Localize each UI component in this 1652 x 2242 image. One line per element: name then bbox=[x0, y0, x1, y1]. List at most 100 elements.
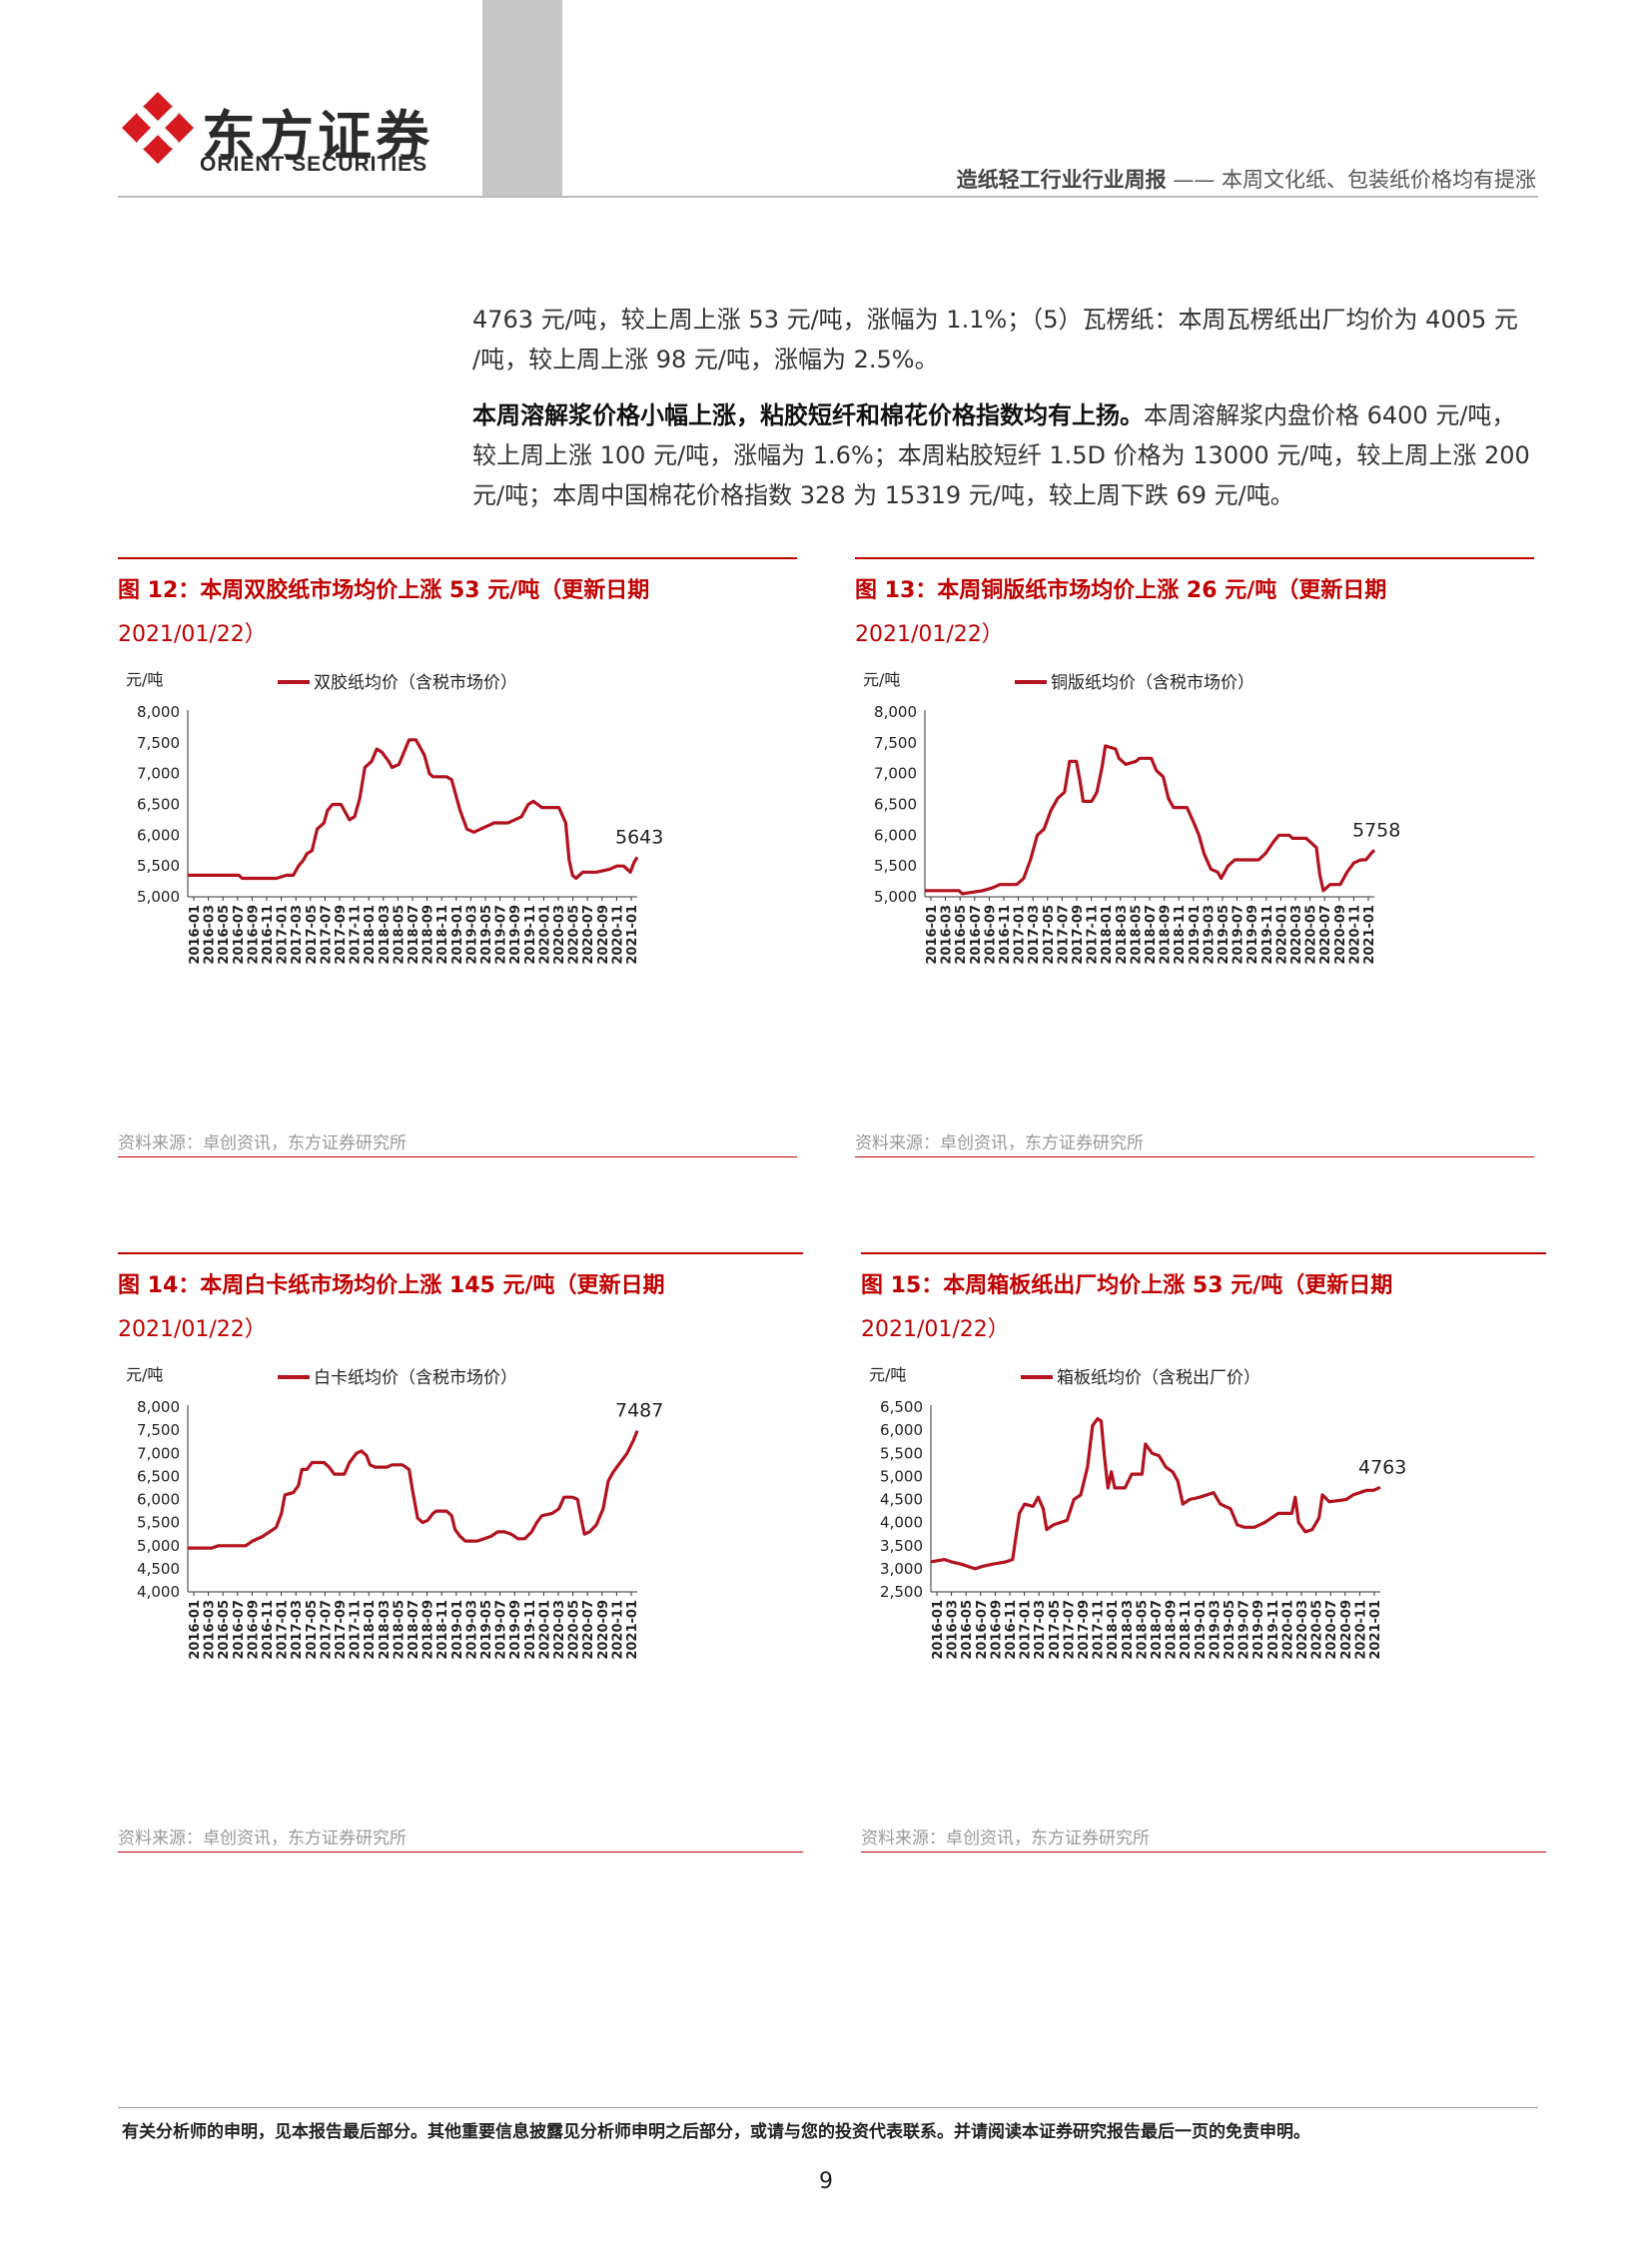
x-tick-label: 2019-07 bbox=[494, 1600, 509, 1660]
y-axis-unit: 元/吨 bbox=[869, 1365, 906, 1384]
x-tick-label: 2017-11 bbox=[349, 905, 364, 965]
x-tick-label: 2017-03 bbox=[290, 905, 305, 965]
x-tick-label: 2020-05 bbox=[567, 1600, 582, 1660]
y-tick-label: 5,500 bbox=[137, 857, 180, 875]
y-tick-label: 6,000 bbox=[137, 1491, 180, 1509]
x-tick-label: 2016-05 bbox=[217, 905, 232, 965]
x-tick-label: 2020-03 bbox=[552, 1600, 567, 1660]
figure-top-rule bbox=[118, 1252, 803, 1254]
y-tick-label: 8,000 bbox=[137, 703, 180, 721]
x-tick-label: 2019-11 bbox=[523, 1600, 538, 1660]
x-tick-label: 2016-03 bbox=[203, 1600, 218, 1660]
y-tick-label: 6,000 bbox=[874, 826, 917, 844]
x-tick-label: 2018-03 bbox=[378, 905, 393, 965]
figure-source: 资料来源：卓创资讯，东方证券研究所 bbox=[855, 1133, 1144, 1153]
figure-source: 资料来源：卓创资讯，东方证券研究所 bbox=[861, 1829, 1150, 1849]
x-tick-label: 2016-09 bbox=[983, 905, 998, 965]
report-title: 造纸轻工行业行业周报 bbox=[956, 168, 1167, 192]
x-tick-label: 2017-07 bbox=[319, 1600, 334, 1660]
x-tick-label: 2019-05 bbox=[1223, 1600, 1238, 1660]
x-tick-label: 2017-09 bbox=[334, 905, 349, 965]
caption-text: 图 12：本周双胶纸市场均价上涨 53 元/吨（更新日期 bbox=[118, 578, 650, 603]
x-tick-label: 2020-05 bbox=[1304, 905, 1319, 965]
logo-chinese: 东方证券 bbox=[202, 105, 433, 168]
x-tick-label: 2017-05 bbox=[305, 1600, 320, 1660]
x-tick-label: 2017-07 bbox=[1056, 905, 1071, 965]
x-tick-label: 2017-05 bbox=[1048, 1600, 1063, 1660]
y-tick-label: 7,500 bbox=[874, 734, 917, 752]
x-tick-label: 2020-01 bbox=[1280, 1600, 1295, 1660]
footer-divider bbox=[118, 2107, 1538, 2108]
x-tick-label: 2017-05 bbox=[305, 905, 320, 965]
x-tick-label: 2020-01 bbox=[1274, 905, 1289, 965]
x-tick-label: 2016-07 bbox=[232, 1600, 247, 1660]
figure-bottom-rule bbox=[118, 1852, 803, 1853]
figure-caption: 图 12：本周双胶纸市场均价上涨 53 元/吨（更新日期 2021/01/22） bbox=[118, 569, 649, 657]
caption-text: 图 15：本周箱板纸出厂均价上涨 53 元/吨（更新日期 bbox=[861, 1273, 1393, 1298]
y-tick-label: 7,000 bbox=[137, 1444, 180, 1462]
header-gray-block bbox=[482, 0, 562, 196]
x-tick-label: 2017-05 bbox=[1042, 905, 1057, 965]
x-tick-label: 2019-07 bbox=[1232, 905, 1246, 965]
x-tick-label: 2019-01 bbox=[1188, 905, 1203, 965]
x-tick-label: 2018-11 bbox=[435, 905, 450, 965]
x-tick-label: 2018-01 bbox=[363, 1600, 378, 1660]
price-series-line bbox=[930, 1416, 1381, 1571]
report-header-title: 造纸轻工行业行业周报 —— 本周文化纸、包装纸价格均有提涨 bbox=[957, 164, 1536, 194]
x-tick-label: 2016-11 bbox=[1004, 1600, 1019, 1660]
x-tick-label: 2020-09 bbox=[596, 1600, 611, 1660]
x-tick-label: 2016-03 bbox=[203, 905, 218, 965]
x-tick-label: 2017-09 bbox=[334, 1600, 349, 1660]
x-tick-label: 2020-11 bbox=[610, 1600, 625, 1660]
chart-containerboard: 元/吨 箱板纸均价（含税出厂价） 6,500 6,000 5,500 5,000 4,500… bbox=[869, 1365, 1406, 1660]
x-tick-label: 2017-01 bbox=[276, 1600, 291, 1660]
footer-disclaimer: 有关分析师的申明，见本报告最后部分。其他重要信息披露见分析师申明之后部分，或请与… bbox=[122, 2122, 1310, 2142]
x-tick-label: 2021-01 bbox=[625, 905, 640, 965]
y-tick-label: 8,000 bbox=[874, 703, 917, 721]
x-tick-label: 2018-09 bbox=[1159, 905, 1174, 965]
figure-15: 图 15：本周箱板纸出厂均价上涨 53 元/吨（更新日期 2021/01/22） … bbox=[861, 1252, 1546, 1853]
y-tick-label: 5,000 bbox=[880, 1467, 923, 1485]
x-tick-label: 2017-11 bbox=[349, 1600, 364, 1660]
x-tick-label: 2019-07 bbox=[1238, 1600, 1252, 1660]
y-tick-label: 6,000 bbox=[137, 826, 180, 844]
x-tick-label: 2018-09 bbox=[421, 1600, 436, 1660]
paragraph-1: 4763 元/吨，较上周上涨 53 元/吨，涨幅为 1.1%；（5）瓦楞纸：本周… bbox=[472, 300, 1541, 379]
x-tick-label: 2019-03 bbox=[1202, 905, 1217, 965]
x-tick-label: 2020-09 bbox=[596, 905, 611, 965]
x-tick-label: 2019-03 bbox=[464, 905, 479, 965]
figure-caption: 图 15：本周箱板纸出厂均价上涨 53 元/吨（更新日期 2021/01/22） bbox=[861, 1264, 1392, 1352]
figure-bottom-rule bbox=[861, 1852, 1546, 1853]
price-series-line bbox=[188, 738, 639, 881]
figure-caption: 图 14：本周白卡纸市场均价上涨 145 元/吨（更新日期 2021/01/22） bbox=[118, 1264, 665, 1352]
x-tick-label: 2019-09 bbox=[1251, 1600, 1266, 1660]
x-tick-label: 2016-11 bbox=[998, 905, 1013, 965]
x-tick-label: 2018-11 bbox=[1173, 905, 1188, 965]
x-tick-label: 2016-11 bbox=[261, 1600, 276, 1660]
x-tick-label: 2020-05 bbox=[567, 905, 582, 965]
x-tick-label: 2019-11 bbox=[523, 905, 538, 965]
x-tick-label: 2019-09 bbox=[508, 1600, 523, 1660]
y-tick-label: 7,000 bbox=[874, 765, 917, 783]
x-tick-label: 2020-11 bbox=[1353, 1600, 1368, 1660]
logo-english: ORIENT SECURITIES bbox=[200, 153, 428, 176]
y-tick-label: 5,500 bbox=[880, 1444, 923, 1462]
header-divider bbox=[118, 196, 1538, 198]
x-tick-label: 2018-05 bbox=[392, 905, 407, 965]
x-tick-label: 2016-01 bbox=[925, 905, 940, 965]
x-tick-label: 2020-07 bbox=[581, 1600, 596, 1660]
x-tick-label: 2016-03 bbox=[940, 905, 955, 965]
x-tick-label: 2018-07 bbox=[407, 1600, 421, 1660]
para2-bold-lead: 本周溶解浆价格小幅上涨，粘胶短纤和棉花价格指数均有上扬。 bbox=[472, 401, 1144, 429]
x-tick-label: 2017-07 bbox=[319, 905, 334, 965]
report-subtitle: 本周文化纸、包装纸价格均有提涨 bbox=[1222, 168, 1536, 192]
x-tick-label: 2019-05 bbox=[1217, 905, 1232, 965]
x-tick-label: 2020-07 bbox=[581, 905, 596, 965]
x-tick-label: 2016-09 bbox=[246, 1600, 261, 1660]
x-tick-label: 2017-03 bbox=[1033, 1600, 1048, 1660]
para2-line3: 元/吨；本周中国棉花价格指数 328 为 15319 元/吨，较上周下跌 69 … bbox=[472, 481, 1294, 509]
x-tick-label: 2017-01 bbox=[276, 905, 291, 965]
y-tick-label: 5,000 bbox=[874, 888, 917, 906]
price-series-line bbox=[188, 1430, 639, 1550]
x-tick-label: 2016-05 bbox=[954, 905, 969, 965]
